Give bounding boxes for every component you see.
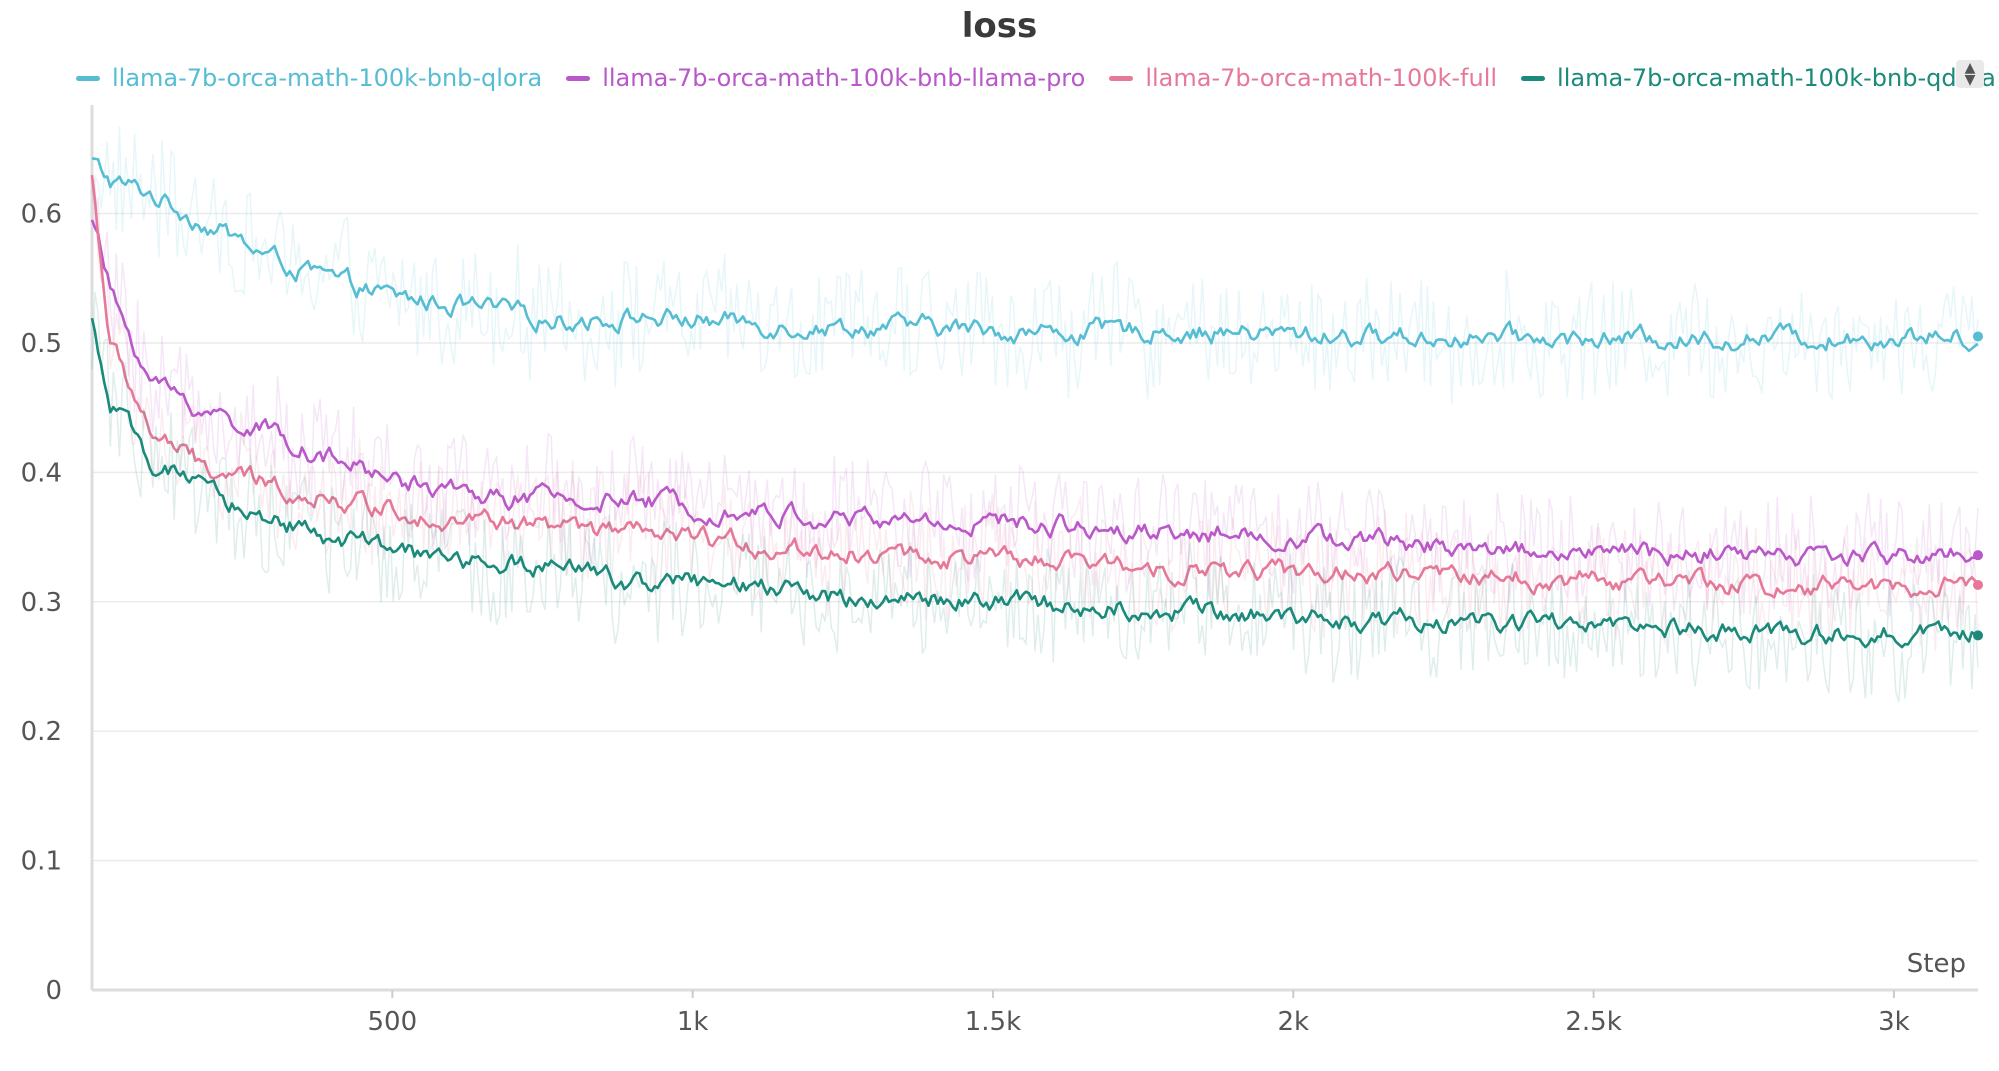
series-raw-line [91,126,1979,404]
y-tick-label: 0.4 [21,458,62,488]
series-end-point [1973,550,1983,561]
legend-swatch [76,75,100,81]
legend-item[interactable]: llama-7b-orca-math-100k-full [1109,64,1497,92]
x-tick-label: 2.5k [1565,1007,1621,1037]
x-tick-label: 3k [1878,1007,1910,1037]
legend-scroll-icon[interactable]: ▲ ▼ [1956,60,1984,88]
series-end-point [1973,579,1983,590]
y-tick-label: 0.1 [21,847,62,877]
series-end-point [1973,630,1983,641]
chart-legend: llama-7b-orca-math-100k-bnb-qlora llama-7… [76,58,1996,98]
legend-item[interactable]: llama-7b-orca-math-100k-bnb-llama-pro [566,64,1085,92]
y-tick-label: 0.5 [21,329,62,359]
legend-label: llama-7b-orca-math-100k-full [1145,64,1498,92]
chart-title: loss [961,6,1038,46]
legend-scroll-down-icon[interactable]: ▼ [1964,72,1976,88]
y-tick-label: 0.6 [21,200,62,230]
legend-item[interactable]: llama-7b-orca-math-100k-bnb-qdora [1521,64,1996,92]
x-tick-label: 1.5k [965,1007,1021,1037]
x-axis-label: Step [1907,949,1966,979]
legend-item[interactable]: llama-7b-orca-math-100k-bnb-qlora [76,64,542,92]
y-tick-label: 0.3 [21,588,62,618]
legend-swatch [1109,75,1134,81]
series-line [91,157,1979,353]
legend-label: llama-7b-orca-math-100k-bnb-llama-pro [602,64,1086,92]
series-line [90,219,1980,567]
legend-scroll-up-icon[interactable]: ▲ [1964,60,1976,76]
x-tick-label: 500 [367,1007,417,1037]
y-tick-label: 0 [45,976,62,1006]
series-line [90,317,1979,649]
series-raw-line [91,181,1979,617]
x-tick-label: 2k [1277,1007,1309,1037]
series-end-point [1973,331,1983,342]
y-tick-label: 0.2 [21,717,62,747]
x-tick-label: 1k [677,1007,709,1037]
legend-label: llama-7b-orca-math-100k-bnb-qdora [1557,64,1996,92]
legend-swatch [566,75,591,81]
series-raw-line [91,292,1979,703]
legend-label: llama-7b-orca-math-100k-bnb-qlora [112,64,543,92]
series-line [90,174,1980,599]
legend-swatch [1521,75,1546,81]
